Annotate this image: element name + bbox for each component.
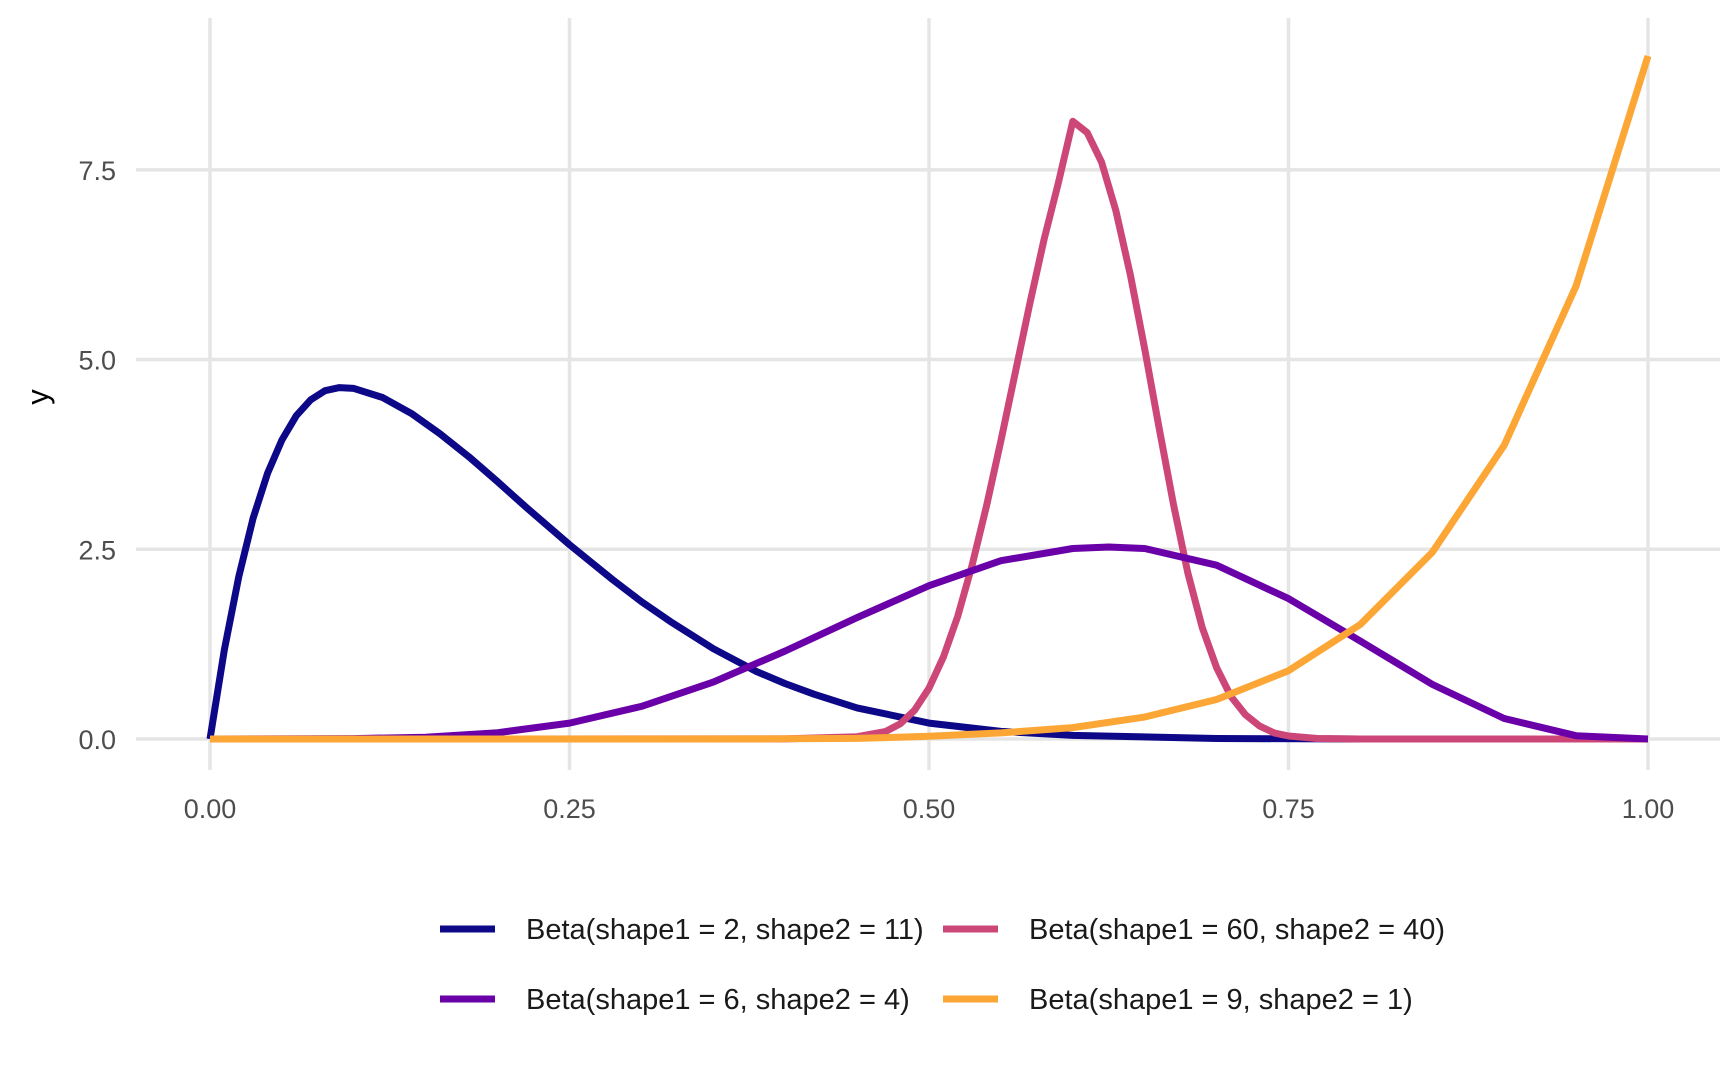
legend-label-3: Beta(shape1 = 6, shape2 = 4) [526, 984, 910, 1016]
y-tick-label: 7.5 [78, 156, 116, 186]
series-line-2 [209, 117, 1648, 743]
tick-labels: 0.00 0.25 0.50 0.75 1.00 0.0 2.5 5.0 7.5 [78, 156, 1674, 824]
legend: Beta(shape1 = 2, shape2 = 11) Beta(shape1… [440, 914, 1445, 1016]
x-tick-label: 0.00 [184, 794, 237, 824]
x-tick-label: 0.75 [1262, 794, 1315, 824]
series-line-4 [210, 54, 1652, 743]
series-line-3 [209, 543, 1649, 743]
y-tick-label: 5.0 [78, 346, 116, 376]
legend-label-4: Beta(shape1 = 9, shape2 = 1) [1029, 984, 1413, 1016]
legend-label-1: Beta(shape1 = 2, shape2 = 11) [526, 914, 924, 946]
y-tick-label: 2.5 [78, 535, 116, 565]
series-lines [206, 54, 1652, 743]
y-tick-label: 0.0 [78, 725, 116, 755]
x-tick-label: 0.50 [903, 794, 956, 824]
y-axis-title: y [20, 389, 55, 405]
x-tick-label: 0.25 [543, 794, 596, 824]
series-line-1 [206, 384, 1648, 743]
legend-label-2: Beta(shape1 = 60, shape2 = 40) [1029, 914, 1445, 946]
x-tick-label: 1.00 [1622, 794, 1675, 824]
